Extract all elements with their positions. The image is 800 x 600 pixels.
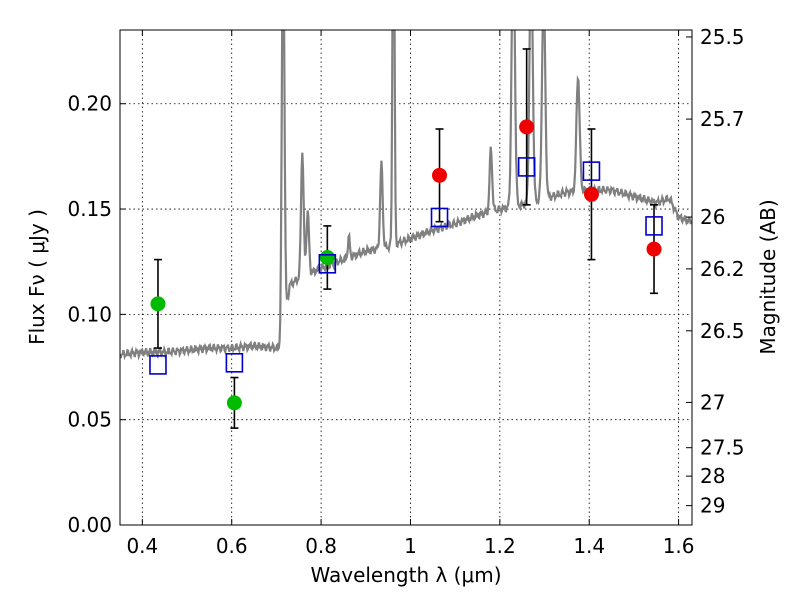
right-axis-ticks: 25.5 25.7 26 26.2 26.5 27 27.5 28 29 [686,25,745,518]
x-tick-label: 0.4 [126,534,158,558]
y-axis-label: Flux Fν ( μJy ) [25,209,49,345]
y-tick-label: 0.00 [67,513,112,537]
right-tick-label: 26 [700,205,725,229]
right-tick-label: 29 [700,494,725,518]
y-tick-label: 0.10 [67,302,112,326]
y-tick-label: 0.20 [67,92,112,116]
right-tick-label: 27 [700,390,725,414]
x-axis-label: Wavelength λ (μm) [310,563,501,587]
data-point [226,395,242,411]
data-point [150,296,166,312]
x-tick-label: 1.6 [663,534,695,558]
model-point [517,157,536,177]
x-tick-label: 1.4 [573,534,605,558]
y2-axis-label: Magnitude (AB) [756,199,780,354]
data-point [646,241,662,257]
y-tick-label: 0.15 [67,197,112,221]
data-point [432,167,448,183]
plot-frame [119,29,693,526]
x-tick-label: 1.2 [484,534,516,558]
model-point [149,355,167,375]
x-axis-ticks: 0.4 0.6 0.8 1 1.2 1.4 1.6 [126,30,695,558]
right-tick-label: 27.5 [700,436,745,460]
x-tick-label: 0.8 [305,534,337,558]
data-point [519,119,535,135]
y-axis-ticks: 0.00 0.05 0.10 0.15 0.20 [67,92,126,537]
right-tick-label: 26.5 [700,319,745,343]
model-point [582,161,601,181]
x-tick-label: 0.6 [216,534,248,558]
model-spectrum [120,30,692,361]
data-point [319,249,335,265]
x-tick-label: 1 [404,534,417,558]
model-point [318,254,337,274]
grid [120,30,692,525]
right-tick-label: 25.5 [700,25,745,49]
model-point [645,216,663,236]
right-tick-label: 26.2 [700,257,745,281]
right-tick-label: 25.7 [700,107,745,131]
right-tick-label: 28 [700,464,725,488]
data-point [583,186,599,202]
y-tick-label: 0.05 [67,408,112,432]
model-point [225,353,244,373]
model-spectrum-line [120,30,692,361]
data-points [149,48,663,429]
model-point [430,207,449,228]
